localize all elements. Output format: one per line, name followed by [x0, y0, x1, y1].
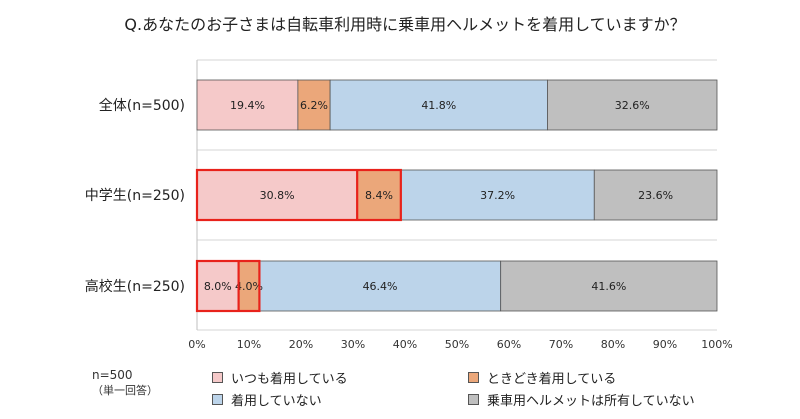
- chart-data-labels: 19.4% 6.2% 41.8% 32.6% 30.8% 8.4% 37.2% 23.6% 8.…: [204, 99, 673, 293]
- bar-segment: [593, 169, 718, 221]
- sample-note: n=500 （単一回答）: [92, 368, 158, 398]
- highlight-box: [195, 168, 402, 222]
- x-tick-label: 50%: [445, 338, 469, 351]
- bar-segment: [297, 79, 331, 131]
- legend-swatch-no-helmet: [468, 394, 479, 405]
- x-tick-label: 90%: [653, 338, 677, 351]
- sample-size: n=500: [92, 368, 133, 382]
- x-tick-label: 30%: [341, 338, 365, 351]
- data-label: 30.8%: [260, 189, 295, 202]
- bar-segment: [400, 169, 595, 221]
- chart-bars: [196, 79, 718, 312]
- x-tick-label: 60%: [497, 338, 521, 351]
- bar-segment: [329, 79, 548, 131]
- highlight-box: [195, 259, 261, 313]
- data-label: 19.4%: [230, 99, 265, 112]
- x-tick-label: 10%: [237, 338, 261, 351]
- data-label: 8.0%: [204, 280, 232, 293]
- data-label: 41.6%: [591, 280, 626, 293]
- category-label: 全体(n=500): [99, 97, 185, 114]
- legend-item-no-helmet: 乗車用ヘルメットは所有していない: [468, 390, 695, 409]
- data-label: 4.0%: [235, 280, 263, 293]
- data-label: 23.6%: [638, 189, 673, 202]
- category-label: 高校生(n=250): [85, 278, 185, 295]
- answer-type: （単一回答）: [92, 384, 158, 397]
- data-label: 6.2%: [300, 99, 328, 112]
- x-tick-label: 20%: [289, 338, 313, 351]
- chart-title: Q.あなたのお子さまは自転車利用時に乗車用ヘルメットを着用していますか？: [124, 15, 685, 34]
- bar-segment: [547, 79, 718, 131]
- data-label: 37.2%: [480, 189, 515, 202]
- x-tick-label: 70%: [549, 338, 573, 351]
- legend-item-always: いつも着用している: [212, 368, 348, 387]
- chart-highlights: [195, 168, 402, 313]
- data-label: 8.4%: [365, 189, 393, 202]
- bar-segment: [500, 260, 718, 312]
- legend-swatch-always: [212, 372, 223, 383]
- legend-item-not-wearing: 着用していない: [212, 390, 322, 409]
- x-tick-label: 40%: [393, 338, 417, 351]
- data-label: 32.6%: [615, 99, 650, 112]
- bar-segment: [196, 79, 299, 131]
- legend-swatch-sometimes: [468, 372, 479, 383]
- chart-x-tick-labels: 0% 10% 20% 30% 40% 50% 60% 70% 80% 90% 100%: [188, 338, 732, 351]
- legend-swatch-not-wearing: [212, 394, 223, 405]
- category-label: 中学生(n=250): [85, 188, 185, 204]
- x-tick-label: 100%: [701, 338, 732, 351]
- legend-item-sometimes: ときどき着用している: [468, 368, 616, 387]
- legend-label-not-wearing: 着用していない: [231, 394, 322, 409]
- chart-category-labels: 全体(n=500) 中学生(n=250) 高校生(n=250): [85, 97, 185, 295]
- data-label: 46.4%: [363, 280, 398, 293]
- x-tick-label: 80%: [601, 338, 625, 351]
- legend-label-sometimes: ときどき着用している: [487, 372, 617, 387]
- data-label: 41.8%: [421, 99, 456, 112]
- x-tick-label: 0%: [188, 338, 205, 351]
- legend-label-no-helmet: 乗車用ヘルメットは所有していない: [487, 394, 695, 409]
- legend-label-always: いつも着用している: [231, 372, 348, 387]
- bar-segment: [196, 260, 239, 312]
